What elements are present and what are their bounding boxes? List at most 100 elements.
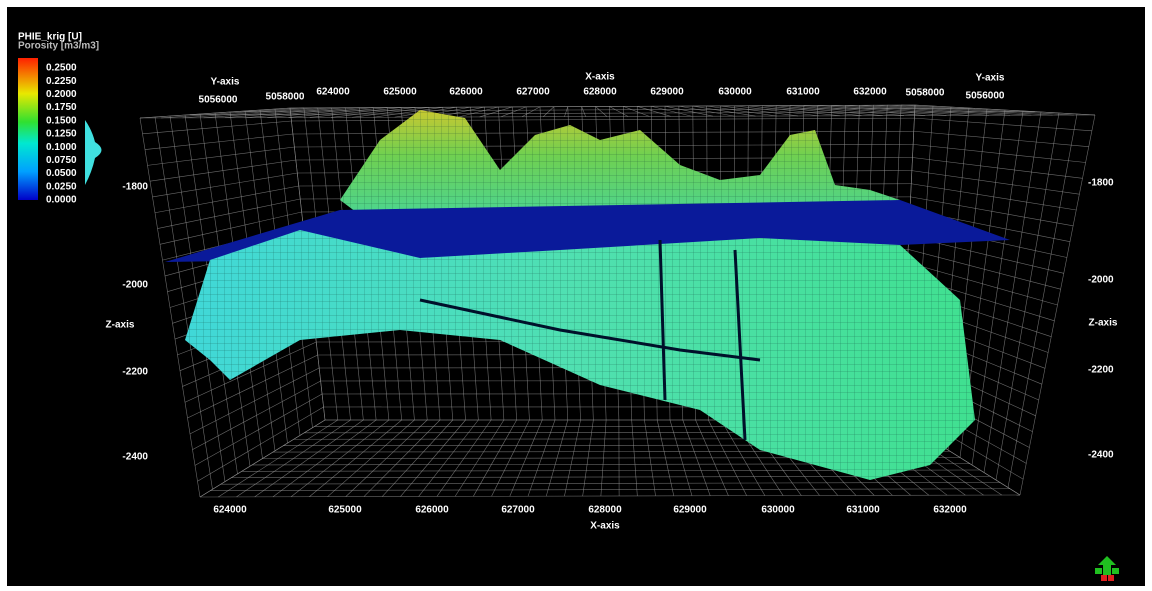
x-tick-label: 630000 xyxy=(761,505,795,516)
grid-line xyxy=(734,105,820,117)
grid-line xyxy=(913,144,1086,163)
x-tick-label: 627000 xyxy=(501,505,535,516)
grid-line xyxy=(913,130,1089,147)
grid-line xyxy=(157,198,301,229)
legend-tick: 0.1500 xyxy=(46,115,77,126)
grid-line xyxy=(706,105,777,117)
grid-line xyxy=(564,106,569,117)
grid-line xyxy=(595,106,608,117)
grid-line xyxy=(908,249,1061,290)
z-tick-label: -2200 xyxy=(122,367,148,378)
grid-line xyxy=(873,104,1032,116)
grid-line xyxy=(543,106,555,117)
z-tick-label: -2000 xyxy=(1088,275,1114,286)
x-tick-label: 631000 xyxy=(846,505,880,516)
z-axis-label: Z-axis xyxy=(1089,318,1118,329)
grid-line xyxy=(161,107,304,119)
grid-line xyxy=(651,105,692,117)
color-bar xyxy=(18,58,38,200)
grid-line xyxy=(720,105,798,117)
z-tick-label: -2000 xyxy=(122,280,148,291)
x-tick-label: 632000 xyxy=(853,87,887,98)
grid-line xyxy=(246,107,360,118)
x-tick-label: 628000 xyxy=(588,505,622,516)
grid-line xyxy=(182,107,318,119)
grid-line xyxy=(189,111,1036,115)
grid-line xyxy=(189,367,320,435)
grid-line xyxy=(239,108,976,112)
surface-mesh xyxy=(185,230,975,480)
x-tick-label: 625000 xyxy=(383,87,417,98)
x-tick-label: 625000 xyxy=(328,505,362,516)
grid-line xyxy=(154,185,299,214)
grid-line xyxy=(803,105,926,116)
grid-line xyxy=(762,105,862,117)
z-tick-label: -2200 xyxy=(1088,365,1114,376)
legend-tick: 0.2250 xyxy=(46,76,77,87)
grid-line xyxy=(910,196,1074,227)
grid-line xyxy=(581,106,586,117)
grid-line xyxy=(139,107,291,119)
grid-line xyxy=(330,107,416,118)
grid-line xyxy=(887,104,1053,116)
legend-tick: 0.2500 xyxy=(46,63,77,74)
grid-line xyxy=(291,117,915,122)
grid-line xyxy=(479,106,513,118)
grid-line xyxy=(609,106,629,117)
grid-line xyxy=(192,380,321,450)
legend-tick: 0.1250 xyxy=(46,129,77,140)
grid-line xyxy=(197,406,324,482)
x-tick-label: 629000 xyxy=(650,87,684,98)
grid-line xyxy=(623,106,650,117)
legend-tick: 0.0250 xyxy=(46,181,77,192)
z-axis-label: Z-axis xyxy=(106,320,135,331)
legend-tick: 0.0750 xyxy=(46,155,77,166)
x-axis-label: X-axis xyxy=(590,521,620,532)
y-tick-label: 5058000 xyxy=(906,88,945,99)
x-tick-label: 628000 xyxy=(583,87,617,98)
z-tick-label: -1800 xyxy=(122,182,148,193)
histogram xyxy=(85,120,102,185)
x-tick-label: 626000 xyxy=(449,87,483,98)
grid-line xyxy=(152,172,298,198)
fault xyxy=(419,239,761,441)
grid-line xyxy=(817,105,947,116)
grid-line xyxy=(224,107,346,119)
grid-line xyxy=(142,120,292,135)
grid-line xyxy=(678,105,735,117)
grid-line xyxy=(911,170,1080,195)
grid-line xyxy=(289,104,916,109)
grid-line xyxy=(184,341,317,403)
grid-line xyxy=(203,107,332,119)
x-tick-label: 624000 xyxy=(316,87,350,98)
grid-line xyxy=(914,104,1096,116)
y-axis-label: Y-axis xyxy=(211,77,240,88)
z-tick-label: -2400 xyxy=(122,452,148,463)
orientation-icon xyxy=(1095,556,1119,581)
grid-line xyxy=(500,106,527,118)
grid-line xyxy=(664,105,714,117)
grid-line xyxy=(288,107,388,118)
x-tick-label: 630000 xyxy=(718,87,752,98)
x-tick-label: 629000 xyxy=(673,505,707,516)
x-tick-label: 632000 xyxy=(933,505,967,516)
grid-line xyxy=(911,183,1077,211)
grid-line xyxy=(210,488,1011,491)
z-tick-label: -1800 xyxy=(1088,178,1114,189)
grid-line xyxy=(352,107,429,118)
x-tick-label: 624000 xyxy=(213,505,247,516)
x-tick-label: 626000 xyxy=(415,505,449,516)
legend-tick: 0.2000 xyxy=(46,89,77,100)
legend-subtitle: Porosity [m3/m3] xyxy=(18,41,99,52)
grid-line xyxy=(220,482,1001,485)
x-tick-label: 631000 xyxy=(786,87,820,98)
x-tick-label: 627000 xyxy=(516,87,550,98)
y-tick-label: 5056000 xyxy=(966,91,1005,102)
grid-line xyxy=(831,105,968,116)
grid-line xyxy=(187,354,318,419)
grid-line xyxy=(901,104,1074,116)
z-tick-label: -2400 xyxy=(1088,450,1114,461)
y-tick-label: 5058000 xyxy=(266,92,305,103)
legend-tick: 0.1750 xyxy=(46,102,77,113)
